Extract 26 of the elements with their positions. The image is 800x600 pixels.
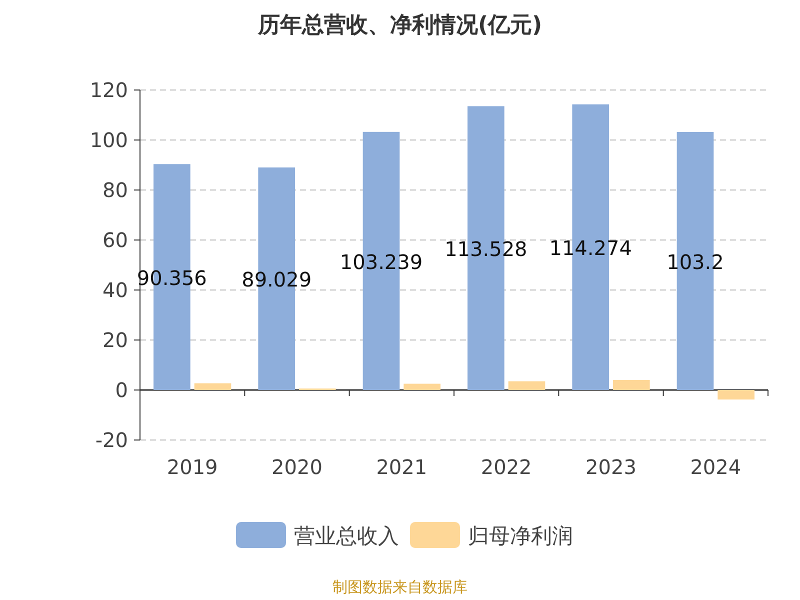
y-tick-label: 0 [115, 378, 128, 402]
x-tick-label: 2022 [480, 455, 532, 479]
y-tick-label: 60 [102, 228, 128, 252]
bar [194, 383, 232, 390]
legend-label: 营业总收入 [294, 524, 399, 548]
text: 制图数据来自数据库 [332, 578, 468, 596]
y-tick-label: 20 [102, 328, 128, 352]
data-label: 114.274 [549, 236, 632, 260]
y-tick-label: -20 [95, 428, 128, 452]
bar [718, 390, 754, 400]
chart-title: 历年总营收、净利情况(亿元) [256, 13, 542, 38]
x-tick-label: 2023 [586, 455, 636, 479]
x-tick-label: 2020 [272, 455, 322, 479]
x-tick-label: 2019 [166, 455, 218, 479]
bar [613, 380, 650, 390]
x-tick-label: 2021 [376, 455, 428, 479]
y-tick-label: 100 [90, 128, 128, 152]
bar [508, 381, 546, 390]
legend-label: 归母净利润 [468, 524, 573, 548]
x-tick-label: 2024 [690, 455, 742, 479]
data-label: 103.239 [340, 250, 423, 274]
y-tick-label: 80 [102, 178, 128, 202]
data-label: 113.528 [444, 237, 528, 262]
y-tick-label: 120 [90, 78, 128, 102]
y-tick-label: 40 [102, 278, 128, 302]
bar [404, 384, 440, 390]
